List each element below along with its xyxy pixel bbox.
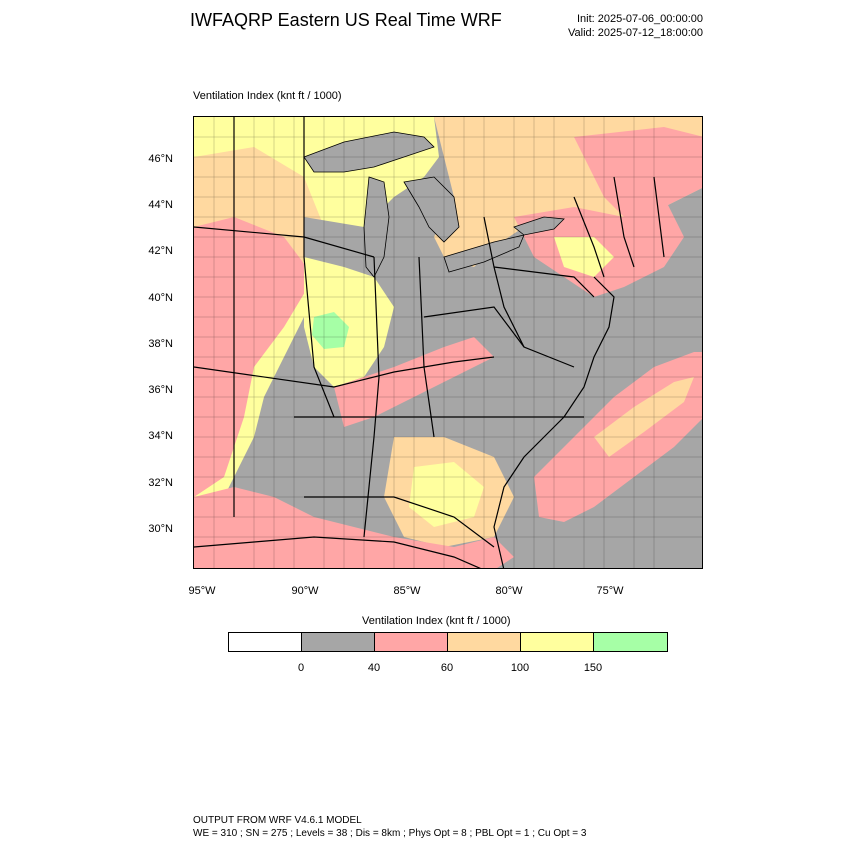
- valid-time: Valid: 2025-07-12_18:00:00: [568, 27, 703, 39]
- colorbar-segment: [229, 633, 302, 651]
- midwest-yellow: [304, 257, 394, 387]
- colorbar-tick: 0: [297, 662, 305, 674]
- colorbar-tick: 60: [440, 662, 454, 674]
- model-info-line1: OUTPUT FROM WRF V4.6.1 MODEL: [193, 815, 362, 826]
- lat-label: 34°N: [148, 430, 173, 442]
- lat-label: 44°N: [148, 199, 173, 211]
- lon-label: 80°W: [495, 585, 523, 597]
- lake-michigan: [363, 176, 390, 278]
- lat-label: 38°N: [148, 338, 173, 350]
- lat-label: 30°N: [148, 523, 173, 535]
- colorbar: [228, 632, 668, 652]
- lat-label: 32°N: [148, 477, 173, 489]
- colorbar-title: Ventilation Index (knt ft / 1000): [362, 615, 511, 627]
- colorbar-tick: 150: [583, 662, 603, 674]
- colorbar-segment: [521, 633, 594, 651]
- lat-label: 42°N: [148, 245, 173, 257]
- lat-label: 46°N: [148, 153, 173, 165]
- init-time: Init: 2025-07-06_00:00:00: [577, 13, 703, 25]
- field-label: Ventilation Index (knt ft / 1000): [193, 90, 342, 102]
- colorbar-segment: [375, 633, 448, 651]
- lon-label: 95°W: [188, 585, 216, 597]
- colorbar-segment: [448, 633, 521, 651]
- colorbar-segment: [302, 633, 375, 651]
- model-info-line2: WE = 310 ; SN = 275 ; Levels = 38 ; Dis …: [193, 828, 587, 839]
- lon-label: 90°W: [291, 585, 319, 597]
- lat-label: 40°N: [148, 292, 173, 304]
- lon-label: 75°W: [596, 585, 624, 597]
- county-grid: [194, 117, 702, 568]
- chart-title: IWFAQRP Eastern US Real Time WRF: [190, 10, 502, 30]
- southeast-yellow: [409, 462, 484, 527]
- midwest-green: [312, 312, 349, 349]
- canada-pink-region: [574, 127, 702, 217]
- lake-ontario: [513, 216, 565, 236]
- lat-label: 36°N: [148, 384, 173, 396]
- forecast-map: [193, 116, 703, 569]
- colorbar-tick: 100: [510, 662, 530, 674]
- gulf-coastline: [194, 536, 481, 568]
- colorbar-tick: 40: [367, 662, 381, 674]
- coastline: [493, 276, 615, 568]
- lake-huron: [403, 176, 460, 243]
- lon-label: 85°W: [393, 585, 421, 597]
- map-svg: [194, 117, 702, 568]
- colorbar-segment: [594, 633, 667, 651]
